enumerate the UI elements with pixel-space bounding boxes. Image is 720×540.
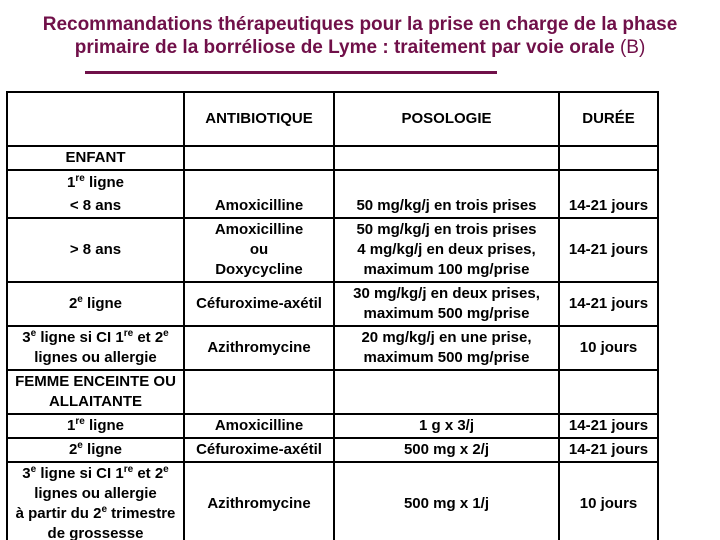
- cell-posologie: 50 mg/kg/j en trois prises: [333, 194, 560, 219]
- section-row-femme-enceinte: FEMME ENCEINTE OU ALLAITANTE: [6, 369, 659, 415]
- cell-duree: 14-21 jours: [558, 194, 659, 219]
- empty-cell: [333, 369, 560, 415]
- cell-posologie: 1 g x 3/j: [333, 413, 560, 439]
- empty-cell: [558, 169, 659, 195]
- cell-antibiotique: Céfuroxime-axétil: [183, 437, 335, 463]
- table-header-row: ANTIBIOTIQUE POSOLOGIE DURÉE: [6, 91, 659, 147]
- cell-duree: 10 jours: [558, 461, 659, 540]
- empty-cell: [558, 369, 659, 415]
- cell-duree: 14-21 jours: [558, 281, 659, 327]
- row-enfant-ligne1-label: 1re ligne: [6, 169, 659, 195]
- slide-title-line1: Recommandations thérapeutiques pour la p…: [42, 14, 678, 35]
- row-enfant-moins-8-ans: < 8 ans Amoxicilline 50 mg/kg/j en trois…: [6, 194, 659, 219]
- title-underline: [85, 71, 497, 74]
- slide-title: Recommandations thérapeutiques pour la p…: [0, 0, 720, 59]
- empty-cell: [183, 169, 335, 195]
- cell-posologie: 20 mg/kg/j en une prise, maximum 500 mg/…: [333, 325, 560, 371]
- cell-label-ligne2: 2e ligne: [6, 281, 185, 327]
- treatment-table: ANTIBIOTIQUE POSOLOGIE DURÉE ENFANT 1re …: [6, 91, 659, 540]
- slide-title-line2: primaire de la borréliose de Lyme : trai…: [0, 36, 720, 59]
- cell-duree: 14-21 jours: [558, 217, 659, 283]
- row-femme-ligne2: 2e ligne Céfuroxime-axétil 500 mg x 2/j …: [6, 437, 659, 463]
- cell-label-moins-8-ans: < 8 ans: [6, 194, 185, 219]
- slide-title-line2-main: primaire de la borréliose de Lyme : trai…: [74, 37, 620, 58]
- empty-cell: [558, 145, 659, 171]
- cell-label-plus-8-ans: > 8 ans: [6, 217, 185, 283]
- row-enfant-ligne3: 3e ligne si CI 1re et 2e lignes ou aller…: [6, 325, 659, 371]
- empty-cell: [183, 369, 335, 415]
- row-enfant-ligne2: 2e ligne Céfuroxime-axétil 30 mg/kg/j en…: [6, 281, 659, 327]
- section-label-femme-enceinte: FEMME ENCEINTE OU ALLAITANTE: [6, 369, 185, 415]
- empty-cell: [333, 145, 560, 171]
- cell-duree: 14-21 jours: [558, 437, 659, 463]
- cell-antibiotique: Amoxicilline: [183, 194, 335, 219]
- col-header-antibiotique: ANTIBIOTIQUE: [183, 91, 335, 147]
- cell-label-ligne2: 2e ligne: [6, 437, 185, 463]
- cell-label-ligne1: 1re ligne: [6, 413, 185, 439]
- cell-label-ligne3: 3e ligne si CI 1re et 2e lignes ou aller…: [6, 461, 185, 540]
- cell-antibiotique: Céfuroxime-axétil: [183, 281, 335, 327]
- cell-posologie: 50 mg/kg/j en trois prises 4 mg/kg/j en …: [333, 217, 560, 283]
- cell-antibiotique: Amoxicilline ou Doxycycline: [183, 217, 335, 283]
- col-header-posologie: POSOLOGIE: [333, 91, 560, 147]
- cell-duree: 10 jours: [558, 325, 659, 371]
- cell-posologie: 30 mg/kg/j en deux prises, maximum 500 m…: [333, 281, 560, 327]
- section-row-enfant: ENFANT: [6, 145, 659, 171]
- cell-posologie: 500 mg x 1/j: [333, 461, 560, 540]
- slide-title-grade: (B): [619, 37, 646, 58]
- empty-cell: [183, 145, 335, 171]
- row-femme-ligne3: 3e ligne si CI 1re et 2e lignes ou aller…: [6, 461, 659, 540]
- empty-cell: [333, 169, 560, 195]
- cell-duree: 14-21 jours: [558, 413, 659, 439]
- cell-label-ligne1: 1re ligne: [6, 169, 185, 195]
- section-label-enfant: ENFANT: [6, 145, 185, 171]
- cell-antibiotique: Azithromycine: [183, 325, 335, 371]
- cell-antibiotique: Azithromycine: [183, 461, 335, 540]
- cell-label-ligne3: 3e ligne si CI 1re et 2e lignes ou aller…: [6, 325, 185, 371]
- row-femme-ligne1: 1re ligne Amoxicilline 1 g x 3/j 14-21 j…: [6, 413, 659, 439]
- header-empty-cell: [6, 91, 185, 147]
- cell-posologie: 500 mg x 2/j: [333, 437, 560, 463]
- row-enfant-plus-8-ans: > 8 ans Amoxicilline ou Doxycycline 50 m…: [6, 217, 659, 283]
- cell-antibiotique: Amoxicilline: [183, 413, 335, 439]
- col-header-duree: DURÉE: [558, 91, 659, 147]
